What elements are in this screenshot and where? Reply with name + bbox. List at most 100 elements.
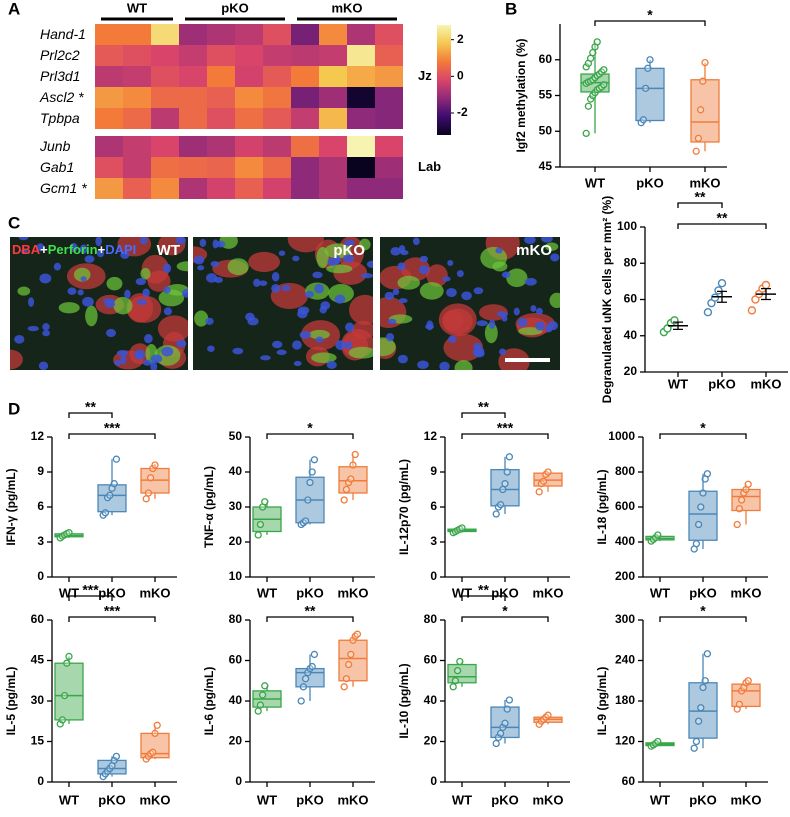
stain-blue (181, 288, 188, 298)
data-point (582, 63, 590, 71)
stain-blue (116, 350, 129, 357)
stain-blue (489, 319, 496, 330)
data-point (308, 468, 316, 476)
data-point (600, 66, 608, 74)
significance-bracket (659, 433, 747, 439)
data-point (703, 307, 713, 317)
x-tick-label: pKO (689, 585, 716, 600)
stain-blue (114, 359, 122, 366)
heat-cell (263, 66, 291, 87)
significance-label: * (700, 603, 706, 619)
stain-blue (392, 288, 400, 296)
y-tick-label: 60 (539, 52, 553, 66)
row-label: Junb (39, 138, 71, 154)
row-label: Prl3d1 (40, 68, 80, 84)
heat-cell (375, 178, 403, 199)
heat-cell (179, 108, 207, 129)
x-tick-label: WT (452, 792, 472, 807)
y-tick-label: 6 (430, 499, 437, 513)
heat-cell (263, 87, 291, 108)
heat-cell (123, 45, 151, 66)
data-point (110, 480, 118, 488)
data-point (342, 675, 351, 683)
stain-blue (384, 291, 395, 300)
heat-cell (235, 87, 263, 108)
y-tick-label: 40 (229, 464, 243, 478)
significance-bracket (68, 595, 113, 601)
stain-blue (216, 240, 226, 248)
heat-cell (95, 178, 123, 199)
heat-cell (95, 157, 123, 178)
error-bar (717, 290, 727, 303)
data-point (449, 683, 457, 691)
data-point (65, 529, 73, 537)
stain-blue (42, 323, 50, 331)
data-point (106, 491, 114, 499)
stain-blue (304, 290, 315, 298)
heat-cell (207, 66, 235, 87)
stain-green (419, 282, 444, 300)
stain-blue (163, 286, 171, 294)
stain-blue (417, 360, 429, 370)
stain-blue (53, 262, 62, 271)
stain-blue (144, 333, 153, 344)
stain-red (127, 295, 162, 323)
y-axis-label: IL-18 (pg/mL) (595, 469, 609, 544)
stain-blue (27, 325, 39, 332)
heat-cell (347, 178, 375, 199)
x-tick-label: WT (650, 792, 670, 807)
significance-label: * (502, 603, 508, 619)
data-point (703, 650, 712, 658)
y-axis-label: IL-5 (pg/mL) (4, 667, 18, 736)
stain-blue (199, 238, 207, 247)
stain-green (549, 292, 560, 309)
stain-blue (326, 360, 337, 369)
colorbar (437, 25, 451, 135)
stain-label: + (40, 242, 48, 257)
stain-red (147, 270, 171, 292)
y-tick-label: 60 (424, 653, 438, 667)
stain-red (442, 309, 464, 332)
data-point (63, 659, 71, 667)
heat-cell (95, 87, 123, 108)
heat-cell (375, 108, 403, 129)
stain-blue (312, 271, 323, 279)
row-label: Ascl2 * (39, 89, 84, 105)
y-axis-label: TNF-α (pg/mL) (202, 466, 216, 548)
y-tick-label: 600 (615, 499, 635, 513)
y-tick-label: 1000 (608, 429, 635, 443)
row-label: Gcm1 * (40, 180, 87, 196)
data-point (696, 106, 705, 114)
data-point (256, 520, 265, 529)
stain-blue (95, 237, 103, 247)
y-tick-label: 6 (37, 499, 44, 513)
stain-blue (498, 348, 507, 355)
data-point (694, 520, 703, 529)
y-tick-label: 200 (615, 569, 635, 583)
heat-cell (291, 108, 319, 129)
heat-cell (151, 178, 179, 199)
data-point (60, 691, 69, 700)
heat-cell (179, 45, 207, 66)
stain-blue (161, 346, 174, 357)
data-point (58, 716, 67, 724)
heat-cell (347, 157, 375, 178)
stain-green (309, 329, 330, 340)
stain-blue (134, 349, 146, 360)
data-point (142, 495, 150, 503)
y-axis-label: Degranulated uNK cells per mm² (%) (600, 196, 614, 403)
y-axis-label: Igf2 methylation (%) (514, 38, 528, 152)
heat-cell (179, 157, 207, 178)
stain-blue (524, 277, 537, 286)
significance-label: ** (305, 603, 316, 619)
stain-blue (315, 336, 324, 343)
y-tick-label: 300 (615, 612, 635, 626)
stain-blue (456, 270, 464, 278)
stain-blue (517, 317, 528, 327)
stain-blue (258, 280, 268, 287)
stain-green (85, 305, 98, 327)
data-point (299, 683, 308, 691)
heat-cell (95, 24, 123, 45)
data-point (600, 81, 608, 89)
heat-cell (375, 24, 403, 45)
